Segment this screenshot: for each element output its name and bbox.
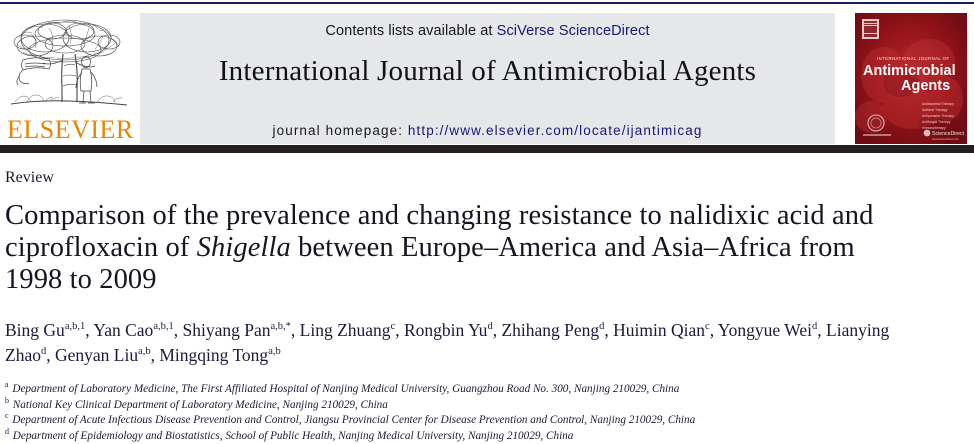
author-affiliation-marks: d xyxy=(812,321,818,333)
journal-title: International Journal of Antimicrobial A… xyxy=(218,55,757,87)
svg-text:Agents: Agents xyxy=(901,78,950,94)
article-title-species: Shigella xyxy=(196,232,291,263)
author-name: Zhihang Peng xyxy=(501,320,600,340)
svg-text:Antimicrobial: Antimicrobial xyxy=(863,63,956,79)
author-name: Lianying Zhao xyxy=(5,320,890,365)
author-name: Shiyang Pan xyxy=(182,320,271,340)
journal-homepage-line: journal homepage: http://www.elsevier.co… xyxy=(140,123,835,138)
elsevier-tree-icon xyxy=(5,14,133,118)
contents-available-line: Contents lists available at SciVerse Sci… xyxy=(140,23,835,39)
author-name: Bing Gu xyxy=(5,320,65,340)
affiliation-mark: d xyxy=(5,427,9,437)
author-affiliation-marks: d xyxy=(487,321,493,333)
affiliation-line: d Department of Epidemiology and Biostat… xyxy=(5,427,965,444)
homepage-label: journal homepage: xyxy=(272,123,408,138)
contents-prefix-text: Contents lists available at xyxy=(325,23,497,39)
affiliation-line: b National Key Clinical Department of La… xyxy=(5,395,965,414)
affiliation-line: a Department of Laboratory Medicine, The… xyxy=(5,380,965,398)
masthead: ELSEVIER Contents lists available at Sci… xyxy=(0,6,974,145)
author-affiliation-marks: c xyxy=(705,321,710,333)
svg-text:www.sciencedirect.com: www.sciencedirect.com xyxy=(932,137,959,141)
article-doctype: Review xyxy=(5,169,54,186)
svg-text:ScienceDirect: ScienceDirect xyxy=(932,131,965,137)
journal-cover-thumbnail: INTERNATIONAL JOURNAL OF Antimicrobial A… xyxy=(855,13,967,144)
author-name: Yongyue Wei xyxy=(717,320,813,340)
author-name: Huimin Qian xyxy=(613,320,706,340)
affiliation-line: c Department of Acute Infectious Disease… xyxy=(5,411,965,429)
svg-text:Immunotherapy: Immunotherapy xyxy=(922,126,946,130)
affiliation-mark: a xyxy=(5,380,9,390)
elsevier-wordmark: ELSEVIER xyxy=(7,115,134,144)
homepage-url-link[interactable]: http://www.elsevier.com/locate/ijantimic… xyxy=(407,123,703,138)
affiliation-mark: c xyxy=(5,411,9,421)
affiliation-list: a Department of Laboratory Medicine, The… xyxy=(5,380,965,444)
sciencedirect-link[interactable]: SciVerse ScienceDirect xyxy=(496,23,650,39)
article-title: Comparison of the prevalence and changin… xyxy=(5,200,895,296)
article-title-part1: Comparison of the prevalence and changin… xyxy=(5,200,874,263)
affiliation-mark: b xyxy=(5,395,9,405)
author-name: Ling Zhuang xyxy=(299,320,391,340)
svg-text:INTERNATIONAL JOURNAL OF: INTERNATIONAL JOURNAL OF xyxy=(877,56,950,61)
elsevier-logo: ELSEVIER xyxy=(5,14,133,146)
top-rule xyxy=(0,2,974,4)
affiliation-text: National Key Clinical Department of Labo… xyxy=(10,398,388,411)
affiliation-text: Department of Laboratory Medicine, The F… xyxy=(9,383,680,395)
affiliation-text: Department of Epidemiology and Biostatis… xyxy=(10,429,574,442)
author-affiliation-marks: c xyxy=(390,321,396,333)
author-name: Mingqing Tong xyxy=(159,345,269,365)
author-affiliation-marks: d xyxy=(40,346,47,358)
affiliation-text: Department of Acute Infectious Disease P… xyxy=(9,414,696,427)
author-affiliation-marks: a,b,* xyxy=(270,321,291,333)
masthead-separator-bar xyxy=(0,145,974,153)
svg-text:Antiparasitic Therapy: Antiparasitic Therapy xyxy=(922,114,954,118)
author-affiliation-marks: a,b,1 xyxy=(64,321,86,333)
author-affiliation-marks: d xyxy=(599,321,605,333)
svg-text:Antibacterial Therapy: Antibacterial Therapy xyxy=(922,102,954,106)
author-affiliation-marks: a,b xyxy=(268,346,281,358)
svg-text:Antifungal Therapy: Antifungal Therapy xyxy=(922,120,951,124)
author-name: Yan Cao xyxy=(93,320,154,340)
journal-cover-artwork: INTERNATIONAL JOURNAL OF Antimicrobial A… xyxy=(855,13,967,144)
author-affiliation-marks: a,b,1 xyxy=(153,321,174,333)
author-name: Rongbin Yu xyxy=(403,320,488,340)
contents-box: Contents lists available at SciVerse Sci… xyxy=(140,13,835,144)
author-list: Bing Gua,b,1, Yan Caoa,b,1, Shiyang Pana… xyxy=(5,320,890,365)
svg-text:Antiviral Therapy: Antiviral Therapy xyxy=(922,108,948,112)
article-title-part2: between Europe–America and Asia–Africa f… xyxy=(5,232,855,295)
author-name: Genyan Liu xyxy=(54,345,139,365)
article-header: Review Comparison of the prevalence and … xyxy=(5,160,965,444)
author-affiliation-marks: a,b xyxy=(138,346,151,358)
